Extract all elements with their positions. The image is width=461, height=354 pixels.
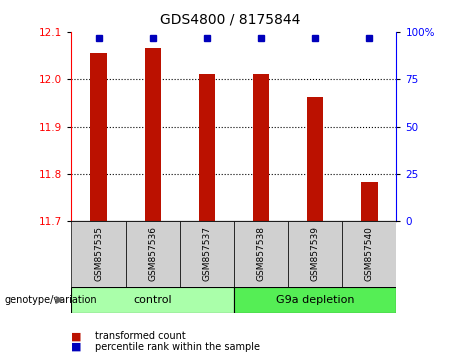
Text: G9a depletion: G9a depletion	[276, 295, 355, 305]
Text: GSM857540: GSM857540	[365, 227, 374, 281]
Bar	[253, 74, 269, 221]
Text: percentile rank within the sample: percentile rank within the sample	[95, 342, 260, 352]
Text: transformed count: transformed count	[95, 331, 185, 341]
Bar	[288, 221, 342, 287]
Bar	[234, 221, 288, 287]
Bar	[307, 97, 323, 221]
Text: GSM857537: GSM857537	[202, 227, 212, 281]
Text: GDS4800 / 8175844: GDS4800 / 8175844	[160, 12, 301, 27]
Bar	[180, 221, 234, 287]
Text: control: control	[133, 295, 172, 305]
Text: GSM857539: GSM857539	[311, 227, 320, 281]
Bar	[71, 221, 125, 287]
Text: GSM857538: GSM857538	[256, 227, 266, 281]
Bar	[199, 74, 215, 221]
Bar	[234, 287, 396, 313]
Text: GSM857536: GSM857536	[148, 227, 157, 281]
Bar	[342, 221, 396, 287]
Bar	[71, 287, 234, 313]
Bar	[125, 221, 180, 287]
Text: ■: ■	[71, 331, 82, 341]
Text: genotype/variation: genotype/variation	[5, 295, 97, 305]
Text: GSM857535: GSM857535	[94, 227, 103, 281]
Text: ■: ■	[71, 342, 82, 352]
Bar	[361, 182, 378, 221]
Bar	[90, 53, 106, 221]
Bar	[145, 48, 161, 221]
